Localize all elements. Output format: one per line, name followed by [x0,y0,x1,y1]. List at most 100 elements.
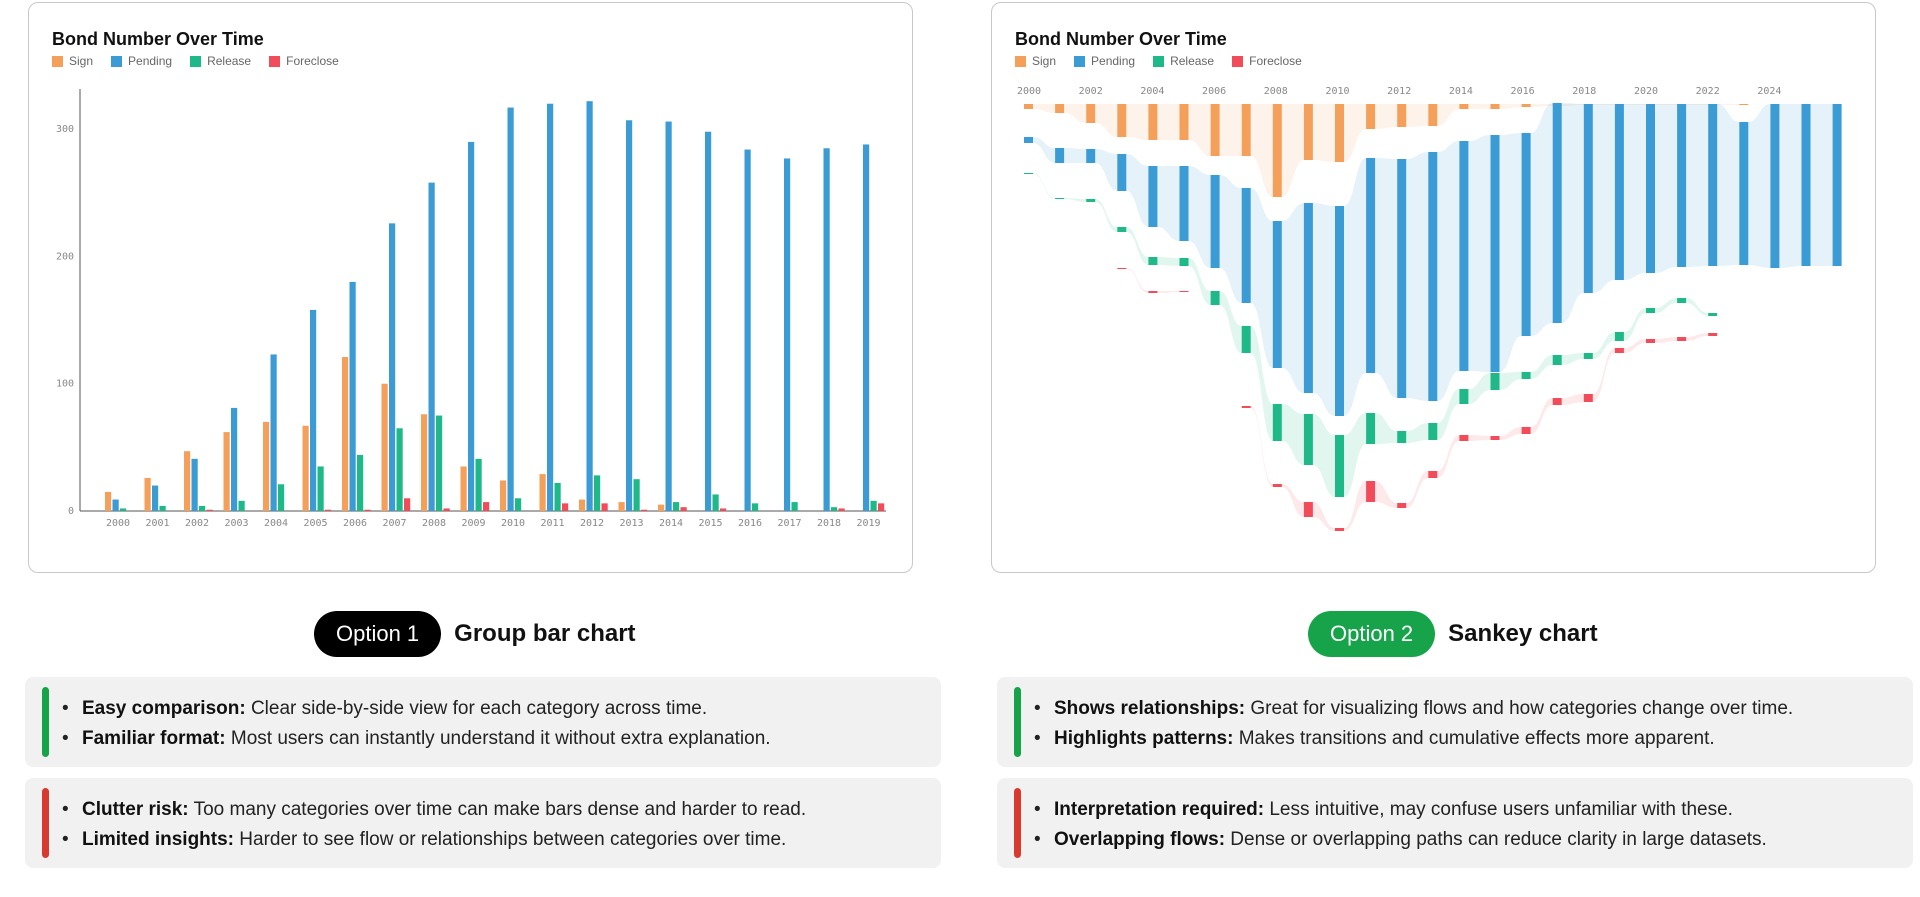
x-tick-label: 2010 [501,518,525,529]
node-pending [1148,166,1158,227]
flow-ribbon [1499,104,1522,109]
flow-ribbon [1561,104,1584,106]
bar-pending [270,354,277,511]
legend-item-sign: Sign [52,54,93,68]
flow-ribbon [1686,333,1709,341]
flow-ribbon [1375,158,1398,398]
chart-legend: Sign Pending Release Foreclose [52,54,339,68]
flow-ribbon [1344,481,1367,531]
node-pending [1366,158,1376,373]
node-foreclose [1241,406,1251,408]
option2-header: Option 2 Sankey chart [1308,611,1598,657]
node-sign [1117,104,1127,137]
flow-ribbon [1188,258,1211,305]
bar-foreclose [838,508,845,511]
flow-ribbon [1437,104,1460,126]
flow-ribbon [1064,148,1087,163]
node-sign [1739,104,1749,105]
flow-ribbon [1530,398,1553,434]
pros-list: Easy comparison: Clear side-by-side view… [62,694,771,754]
flow-ribbon [1033,137,1056,163]
node-sign [1024,104,1033,109]
x-tick-label: 2018 [817,518,841,529]
node-release [1397,431,1407,443]
node-release [1646,308,1655,313]
flow-ribbon [1344,158,1367,416]
bar-foreclose [680,507,687,511]
legend-label: Sign [1032,54,1057,68]
legend-item-release: Release [190,54,251,68]
node-release [1210,291,1220,305]
node-foreclose [1552,398,1562,405]
node-pending [1086,149,1096,163]
point-heading: Overlapping flows: [1054,829,1226,850]
option1-pill: Option 1 [314,611,442,657]
legend-label: Pending [1091,54,1136,68]
flow-ribbon [1592,332,1615,359]
node-pending [1708,104,1718,266]
legend-swatch [1015,55,1026,67]
node-release [1241,326,1251,353]
bar-release [673,502,680,511]
node-pending [1739,122,1749,265]
node-release [1490,373,1500,390]
bar-pending [152,485,159,511]
flow-ribbon [1655,104,1678,273]
flow-ribbon [1064,198,1087,202]
list-item: Easy comparison: Clear side-by-side view… [62,694,771,724]
list-item: Familiar format: Most users can instantl… [62,724,771,754]
list-item: Highlights patterns: Makes transitions a… [1034,724,1793,754]
flow-ribbon [1437,389,1460,440]
flow-ribbon [1188,166,1211,268]
bar-pending [191,458,198,511]
bar-release [396,428,403,511]
node-pending [1832,104,1842,266]
flow-ribbon [1592,348,1615,402]
point-text: Makes transitions and cumulative effects… [1233,728,1715,749]
bar-release [357,455,364,511]
legend-item-pending: Pending [111,54,172,68]
legend-item-foreclose: Foreclose [1232,54,1302,68]
node-sign [1210,104,1220,156]
node-release [1086,199,1096,202]
flow-ribbon [1530,104,1553,107]
node-sign [1366,104,1376,129]
x-tick-label: 2004 [264,518,288,529]
flow-ribbon [1188,104,1211,156]
legend-label: Release [1170,54,1215,68]
bar-release [159,505,166,511]
bar-foreclose [443,508,450,511]
flow-ribbon [1219,175,1242,303]
node-pending [1210,175,1220,268]
bar-pending [112,499,119,511]
bar-pending [310,309,317,511]
node-release [1552,355,1562,365]
bar-sign [618,502,625,511]
point-text: Dense or overlapping paths can reduce cl… [1225,829,1767,850]
year-label: 2010 [1325,86,1349,97]
node-pending [1024,137,1033,143]
x-tick-label: 2017 [777,518,801,529]
x-tick-label: 2007 [382,518,406,529]
node-pending [1428,152,1438,401]
bar-release [831,507,838,511]
node-release [1521,372,1531,379]
node-pending [1055,148,1065,163]
bar-foreclose [601,503,608,511]
flow-ribbon [1623,104,1646,280]
x-tick-label: 2011 [540,518,564,529]
x-tick-label: 2013 [619,518,643,529]
point-text: Harder to see flow or relationships betw… [234,829,787,850]
bar-foreclose [720,508,727,511]
bar-pending [547,103,554,512]
flow-ribbon [1437,435,1460,478]
flow-ribbon [1126,268,1149,293]
flow-ribbon [1561,103,1584,323]
bar-pending [468,141,475,511]
bar-pending [507,107,514,511]
node-foreclose [1708,333,1718,336]
node-foreclose [1583,394,1593,402]
legend-item-release: Release [1153,54,1214,68]
legend-label: Foreclose [286,54,339,68]
x-tick-label: 2005 [303,518,327,529]
